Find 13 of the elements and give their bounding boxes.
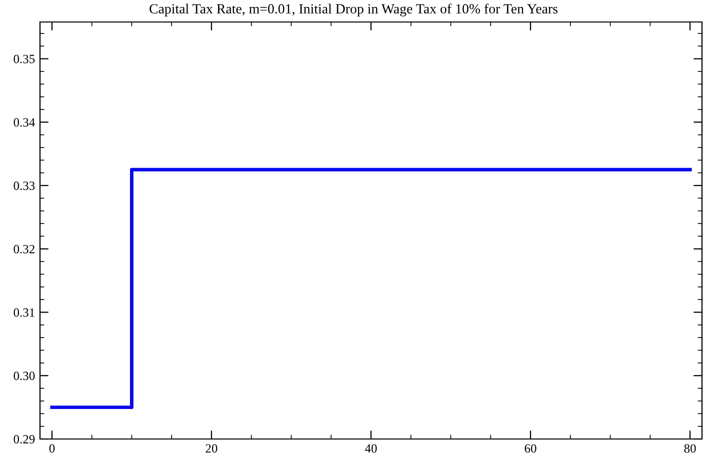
y-tick-label: 0.35 — [14, 54, 35, 64]
y-tick-label: 0.33 — [14, 182, 35, 190]
y-tick-label: 0.31 — [14, 308, 34, 317]
x-tick-label: 0 — [49, 444, 55, 453]
y-tick-label: 0.30 — [14, 372, 35, 380]
chart-title: Capital Tax Rate, m=0.01, Initial Drop in Wage Tax of 10% for Ten Years — [150, 4, 558, 16]
x-tick-label: 60 — [524, 444, 536, 453]
x-tick-label: 20 — [206, 444, 218, 453]
x-tick-label: 80 — [684, 444, 696, 453]
y-tick-label: 0.29 — [14, 435, 35, 444]
x-tick-label: 40 — [364, 444, 377, 453]
y-tick-label: 0.34 — [14, 118, 35, 127]
y-tick-label: 0.32 — [14, 244, 34, 254]
